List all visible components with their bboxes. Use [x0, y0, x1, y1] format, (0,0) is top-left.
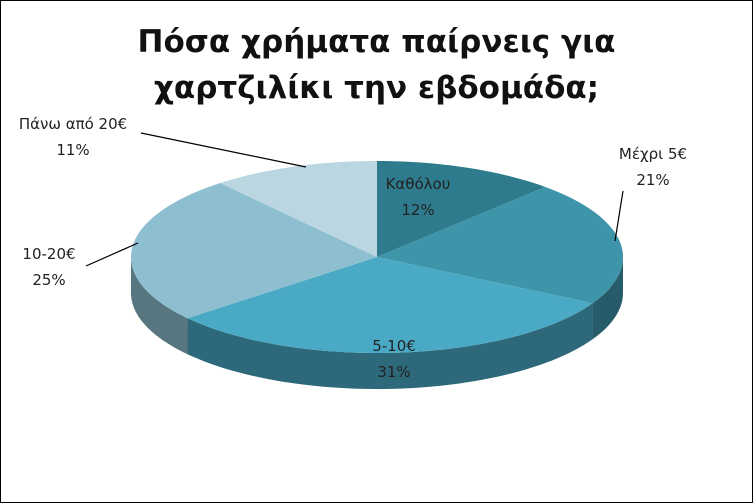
slice-label: 5-10€ [372, 337, 416, 355]
slice-label: Μέχρι 5€ [619, 145, 687, 163]
slice-value-label: 25% [32, 271, 65, 289]
slice-label: Καθόλου [386, 175, 451, 193]
pie-slice [131, 183, 377, 319]
slice-value-label: 11% [56, 141, 89, 159]
pie-slice [220, 161, 377, 257]
leader-line [85, 242, 139, 267]
leader-line [140, 132, 307, 168]
pie-side [131, 257, 188, 355]
slice-value-label: 21% [636, 171, 669, 189]
slice-label: Πάνω από 20€ [19, 115, 127, 133]
chart-title: Πόσα χρήματα παίρνεις για χαρτζιλίκι την… [137, 24, 616, 106]
leader-line [614, 190, 624, 242]
pie-slice [377, 187, 623, 304]
slice-value-label: 31% [377, 363, 410, 381]
slice-label: 10-20€ [22, 245, 75, 263]
pie-side [592, 257, 623, 340]
pie-slice [377, 161, 546, 257]
pie-slice [187, 257, 593, 353]
pie-side [187, 303, 593, 389]
slice-value-label: 12% [401, 201, 434, 219]
